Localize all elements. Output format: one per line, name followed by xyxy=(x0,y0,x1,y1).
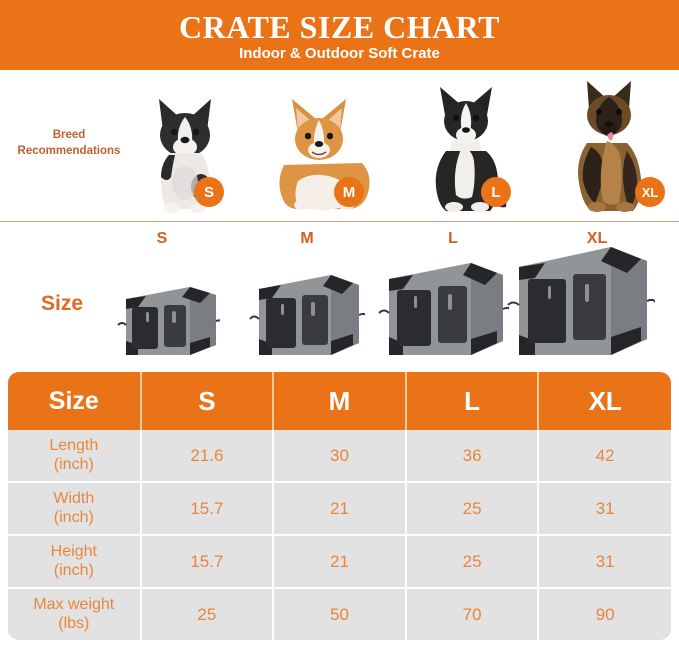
page-subtitle: Indoor & Outdoor Soft Crate xyxy=(239,45,440,62)
breed-recommendations-label: Breed Recommendations xyxy=(4,128,134,159)
breed-badge-s: S xyxy=(194,177,224,207)
soft-crate-photo-s xyxy=(117,287,225,355)
breed-badge-l: L xyxy=(481,177,511,207)
table-row: Length (inch) 21.6 30 36 42 xyxy=(8,430,671,483)
crate-slot-m xyxy=(245,269,369,366)
breed-label-line1: Breed xyxy=(52,129,86,141)
size-spec-table: Size S M L XL Length (inch) 21.6 30 36 4… xyxy=(8,372,671,640)
breed-slot-l: L xyxy=(395,70,540,221)
row-label-length-text: Length xyxy=(49,437,99,455)
cell-width-l: 25 xyxy=(405,482,540,536)
cell-max-weight-s: 25 xyxy=(140,588,275,640)
table-row: Height (inch) 15.7 21 25 31 xyxy=(8,535,671,589)
row-label-max-weight: Max weight (lbs) xyxy=(8,588,142,640)
breed-badge-xl: XL xyxy=(635,177,665,207)
size-column-letter-m: M xyxy=(300,230,314,247)
breed-label-line2: Recommendations xyxy=(17,144,121,157)
cell-width-xl: 31 xyxy=(538,482,671,536)
crate-slot-l xyxy=(375,257,513,366)
row-label-length: Length (inch) xyxy=(8,430,142,483)
german-shepherd-photo xyxy=(577,81,641,212)
header-banner: CRATE SIZE CHART Indoor & Outdoor Soft C… xyxy=(0,0,679,70)
cell-width-m: 21 xyxy=(273,482,407,536)
breed-slot-s: S xyxy=(112,70,257,221)
cell-width-s: 15.7 xyxy=(140,482,275,536)
table-row: Width (inch) 15.7 21 25 31 xyxy=(8,482,671,536)
table-header-size: Size xyxy=(8,372,142,430)
breed-slot-xl: XL xyxy=(540,70,679,221)
table-header-s: S xyxy=(140,372,275,430)
cell-length-l: 36 xyxy=(405,430,540,483)
cell-height-l: 25 xyxy=(405,535,540,589)
row-label-max-weight-unit: (lbs) xyxy=(58,614,90,632)
cell-height-s: 15.7 xyxy=(140,535,275,589)
size-row-label: Size xyxy=(41,292,84,315)
cell-max-weight-l: 70 xyxy=(405,588,540,640)
table-row: Max weight (lbs) 25 50 70 90 xyxy=(8,588,671,640)
breed-recommendations-section: Breed Recommendations S xyxy=(0,70,679,221)
table-header-l: L xyxy=(405,372,540,430)
row-label-width-unit: (inch) xyxy=(53,508,94,526)
crate-slot-s xyxy=(112,281,225,366)
crate-slot-xl xyxy=(505,243,657,366)
cell-max-weight-xl: 90 xyxy=(538,588,671,640)
size-column-letter-l: L xyxy=(448,230,458,247)
row-label-length-unit: (inch) xyxy=(53,455,94,473)
breed-badge-m: M xyxy=(334,177,364,207)
cell-max-weight-m: 50 xyxy=(273,588,407,640)
soft-crate-photo-m xyxy=(249,275,369,355)
table-header-m: M xyxy=(273,372,407,430)
table-header-xl: XL xyxy=(538,372,671,430)
table-header-row: Size S M L XL xyxy=(8,372,671,430)
row-label-height-unit: (inch) xyxy=(53,561,94,579)
row-label-max-weight-text: Max weight xyxy=(33,596,115,614)
size-section: S M L XL xyxy=(0,222,679,372)
cell-height-xl: 31 xyxy=(538,535,671,589)
breed-slot-m: M xyxy=(250,70,395,221)
size-column-letter-xl: XL xyxy=(586,230,608,247)
soft-crate-photo-xl xyxy=(507,247,657,355)
cell-length-s: 21.6 xyxy=(140,430,275,483)
french-bulldog-photo xyxy=(158,99,211,213)
row-label-width-text: Width xyxy=(53,490,95,508)
row-label-height-text: Height xyxy=(50,543,97,561)
row-label-height: Height (inch) xyxy=(8,535,142,589)
section-divider xyxy=(0,221,679,222)
cell-length-xl: 42 xyxy=(538,430,671,483)
page-title: CRATE SIZE CHART xyxy=(178,9,500,45)
cell-length-m: 30 xyxy=(273,430,407,483)
soft-crate-photo-l xyxy=(378,263,513,355)
row-label-width: Width (inch) xyxy=(8,482,142,536)
cell-height-m: 21 xyxy=(273,535,407,589)
size-column-letter-s: S xyxy=(156,230,168,247)
